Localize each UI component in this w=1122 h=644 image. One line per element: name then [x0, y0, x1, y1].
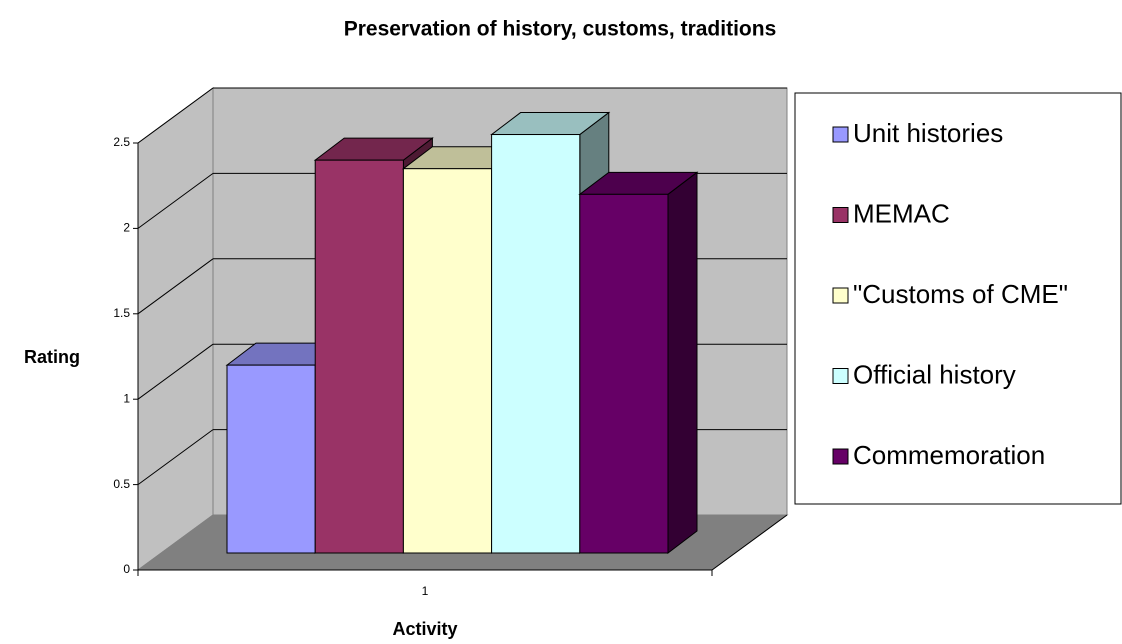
grid-line-side [137, 429, 214, 486]
grid-line-side [137, 343, 214, 400]
bar [402, 168, 493, 554]
y-tick-label: 2 [123, 221, 130, 235]
grid-line-side [137, 87, 214, 144]
legend-label: "Customs of CME" [853, 279, 1068, 309]
legend-swatch [832, 207, 849, 223]
bar [491, 134, 581, 554]
legend-label: Commemoration [853, 440, 1045, 470]
legend-label: Unit histories [853, 118, 1003, 148]
y-tick-label: 1.5 [113, 306, 130, 320]
y-tick-label: 2.5 [113, 135, 130, 149]
legend-swatch [832, 448, 849, 465]
legend-swatch [832, 368, 849, 384]
y-axis-title: Rating [24, 347, 80, 367]
chart-title: Preservation of history, customs, tradit… [344, 18, 777, 41]
grid-line-side [137, 258, 214, 315]
y-tick-label: 0 [123, 562, 130, 576]
y-tick-label: 0.5 [113, 477, 130, 491]
x-axis-depth [711, 514, 788, 571]
legend-label: MEMAC [853, 198, 950, 228]
bar [226, 364, 316, 554]
bar [579, 193, 669, 554]
legend-label: Official history [853, 359, 1016, 389]
legend-swatch [832, 287, 849, 304]
side-wall [137, 87, 214, 571]
bar-side [667, 171, 698, 555]
legend-swatch [832, 126, 849, 143]
x-tick-label: 1 [422, 584, 429, 598]
y-tick-label: 1 [123, 391, 130, 405]
legend-box [794, 92, 1122, 505]
x-axis-title: Activity [392, 619, 457, 639]
bar [314, 159, 404, 554]
grid-line-side [137, 172, 214, 229]
